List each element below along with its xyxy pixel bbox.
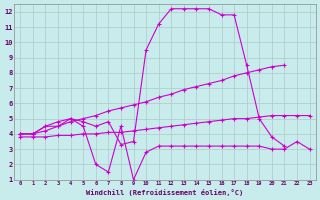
X-axis label: Windchill (Refroidissement éolien,°C): Windchill (Refroidissement éolien,°C): [86, 189, 244, 196]
